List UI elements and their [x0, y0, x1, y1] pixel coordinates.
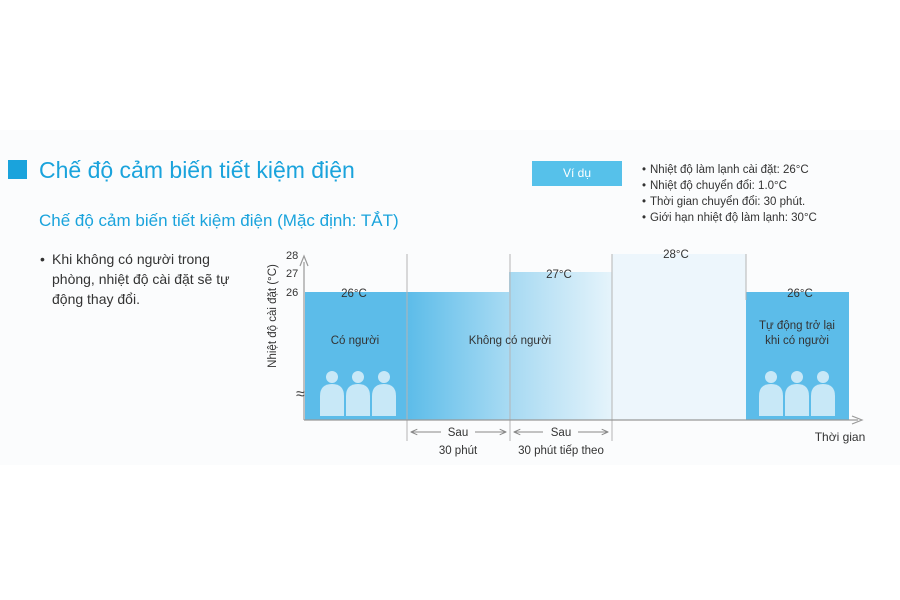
- people-icon: [759, 371, 835, 416]
- y-tick-label: 27: [286, 268, 298, 280]
- y-axis-label: Nhiệt độ cài đặt (°C): [267, 264, 279, 368]
- interval-label: 30 phút tiếp theo: [518, 445, 604, 457]
- page-title: Chế độ cảm biến tiết kiệm điện: [39, 157, 355, 183]
- bar-unoccupied-first-30min: [407, 292, 510, 420]
- section-subtitle: Chế độ cảm biến tiết kiệm điện (Mặc định…: [39, 211, 399, 230]
- people-icon: [320, 371, 396, 416]
- example-notes: • Nhiệt độ làm lạnh cài đặt: 26°C • Nhiệt …: [642, 162, 817, 226]
- state-label: Có người: [331, 335, 379, 347]
- example-note: • Thời gian chuyển đổi: 30 phút.: [642, 196, 806, 208]
- y-tick-label: 26: [286, 287, 298, 299]
- bar-27c: [509, 272, 613, 420]
- interval-label: Sau: [448, 427, 468, 439]
- axis-break-symbol: ≈: [296, 386, 305, 403]
- x-axis-label: Thời gian: [815, 430, 866, 444]
- segment-value-label: 26°C: [341, 288, 367, 300]
- section-marker-square: [8, 160, 27, 179]
- segment-value-label: 28°C: [663, 249, 689, 261]
- example-note: • Nhiệt độ làm lạnh cài đặt: 26°C: [642, 164, 809, 176]
- example-note: • Nhiệt độ chuyển đổi: 1.0°C: [642, 180, 787, 192]
- segment-value-label: 27°C: [546, 269, 572, 281]
- y-tick-label: 28: [286, 250, 298, 262]
- segment-value-label: 26°C: [787, 288, 813, 300]
- bar-28c: [612, 254, 746, 420]
- bullet-dot: •: [40, 251, 45, 267]
- state-label: Không có người: [469, 335, 551, 347]
- interval-label: Sau: [551, 427, 571, 439]
- interval-label: 30 phút: [439, 445, 478, 457]
- example-button[interactable]: Ví dụ: [532, 161, 622, 186]
- example-note: • Giới hạn nhiệt độ làm lạnh: 30°C: [642, 212, 817, 224]
- state-label: Tự động trở lại: [759, 320, 835, 332]
- x-axis-arrow: [851, 415, 864, 425]
- description-bullet: • Khi không có người trong phòng, nhiệt …: [40, 249, 240, 309]
- y-axis-arrow: [299, 254, 309, 267]
- description-text: Khi không có người trong phòng, nhiệt độ…: [52, 251, 230, 307]
- state-label: khi có người: [765, 335, 829, 347]
